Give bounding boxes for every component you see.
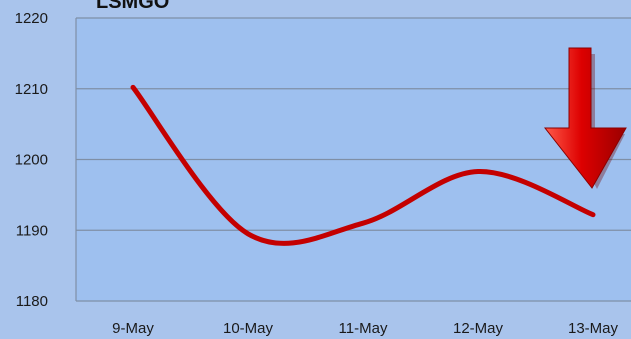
chart-title: LSMGO (96, 0, 169, 13)
x-tick-label: 13-May (568, 320, 619, 337)
y-axis: 1180 1190 1200 1210 1220 (15, 10, 48, 310)
x-axis: 9-May 10-May 11-May 12-May 13-May (112, 320, 618, 337)
series-line (130, 84, 596, 246)
x-tick-label: 11-May (339, 320, 388, 337)
x-tick-label: 9-May (112, 320, 154, 337)
down-arrow-icon (543, 47, 627, 189)
gridlines (75, 17, 631, 302)
y-tick-label: 1190 (16, 222, 48, 239)
x-tick-label: 10-May (223, 320, 274, 337)
y-tick-label: 1220 (15, 10, 48, 27)
x-tick-label: 12-May (453, 320, 504, 337)
y-tick-label: 1210 (15, 81, 48, 98)
y-tick-label: 1180 (16, 293, 48, 310)
y-tick-label: 1200 (15, 152, 48, 169)
